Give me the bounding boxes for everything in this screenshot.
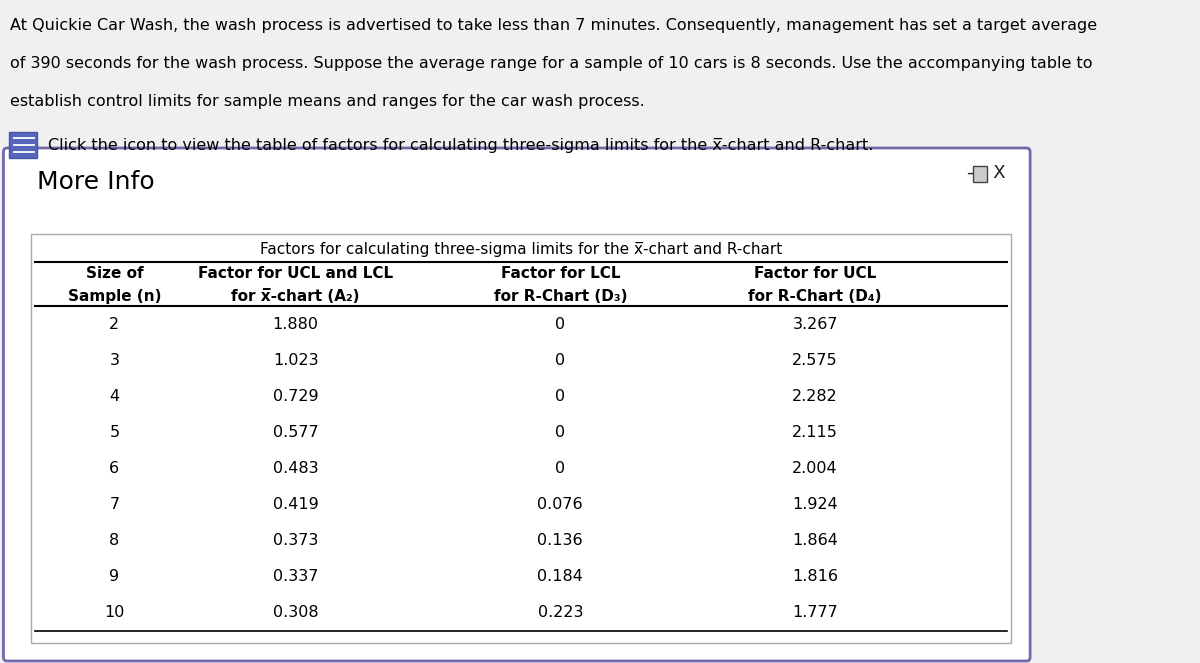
Text: 2.282: 2.282 [792, 389, 838, 404]
Text: 0: 0 [556, 461, 565, 476]
Text: 1.924: 1.924 [792, 497, 838, 512]
Text: 1.777: 1.777 [792, 605, 838, 621]
Text: Factors for calculating three-sigma limits for the x̅-chart and R-chart: Factors for calculating three-sigma limi… [260, 242, 782, 257]
Text: 0.373: 0.373 [272, 533, 318, 548]
Text: Click the icon to view the table of factors for calculating three-sigma limits f: Click the icon to view the table of fact… [48, 138, 874, 152]
Text: 1.864: 1.864 [792, 533, 838, 548]
Text: for x̅-chart (A₂): for x̅-chart (A₂) [232, 289, 360, 304]
Text: 0: 0 [556, 353, 565, 368]
Text: 0.136: 0.136 [538, 533, 583, 548]
Text: 1.023: 1.023 [272, 353, 318, 368]
Text: 9: 9 [109, 570, 119, 584]
Text: 0.308: 0.308 [272, 605, 318, 621]
Text: 0: 0 [556, 425, 565, 440]
Text: of 390 seconds for the wash process. Suppose the average range for a sample of 1: of 390 seconds for the wash process. Sup… [11, 56, 1093, 71]
Text: 0.184: 0.184 [538, 570, 583, 584]
Text: 0.483: 0.483 [272, 461, 318, 476]
Text: 2: 2 [109, 316, 119, 332]
Text: 0.076: 0.076 [538, 497, 583, 512]
Text: for R-Chart (D₄): for R-Chart (D₄) [749, 289, 882, 304]
Text: 0.729: 0.729 [272, 389, 318, 404]
Text: Factor for UCL: Factor for UCL [754, 266, 876, 281]
Text: Size of: Size of [85, 266, 143, 281]
Text: At Quickie Car Wash, the wash process is advertised to take less than 7 minutes.: At Quickie Car Wash, the wash process is… [11, 18, 1098, 33]
Text: 2.115: 2.115 [792, 425, 838, 440]
Text: 3: 3 [109, 353, 119, 368]
Text: Factor for UCL and LCL: Factor for UCL and LCL [198, 266, 394, 281]
Text: 1.880: 1.880 [272, 316, 319, 332]
Text: 1.816: 1.816 [792, 570, 838, 584]
Text: 0.337: 0.337 [272, 570, 318, 584]
Text: 0.223: 0.223 [538, 605, 583, 621]
Text: 0: 0 [556, 316, 565, 332]
Text: establish control limits for sample means and ranges for the car wash process.: establish control limits for sample mean… [11, 94, 646, 109]
Text: 0.419: 0.419 [272, 497, 318, 512]
Bar [31, 234, 1012, 643]
Text: for R-Chart (D₃): for R-Chart (D₃) [493, 289, 628, 304]
Text: Factor for LCL: Factor for LCL [500, 266, 620, 281]
Text: 4: 4 [109, 389, 119, 404]
Text: 2.004: 2.004 [792, 461, 838, 476]
Bar [973, 166, 988, 182]
Text: More Info: More Info [37, 170, 155, 194]
Text: 10: 10 [104, 605, 125, 621]
Bar [10, 133, 37, 158]
Text: 0: 0 [556, 389, 565, 404]
Text: 3.267: 3.267 [792, 316, 838, 332]
Text: Sample (n): Sample (n) [67, 289, 161, 304]
Text: 6: 6 [109, 461, 119, 476]
Text: 2.575: 2.575 [792, 353, 838, 368]
FancyBboxPatch shape [4, 148, 1030, 661]
Text: 7: 7 [109, 497, 119, 512]
Text: –   X: – X [966, 164, 1006, 182]
Text: 8: 8 [109, 533, 120, 548]
Text: 5: 5 [109, 425, 119, 440]
Text: 0.577: 0.577 [272, 425, 318, 440]
